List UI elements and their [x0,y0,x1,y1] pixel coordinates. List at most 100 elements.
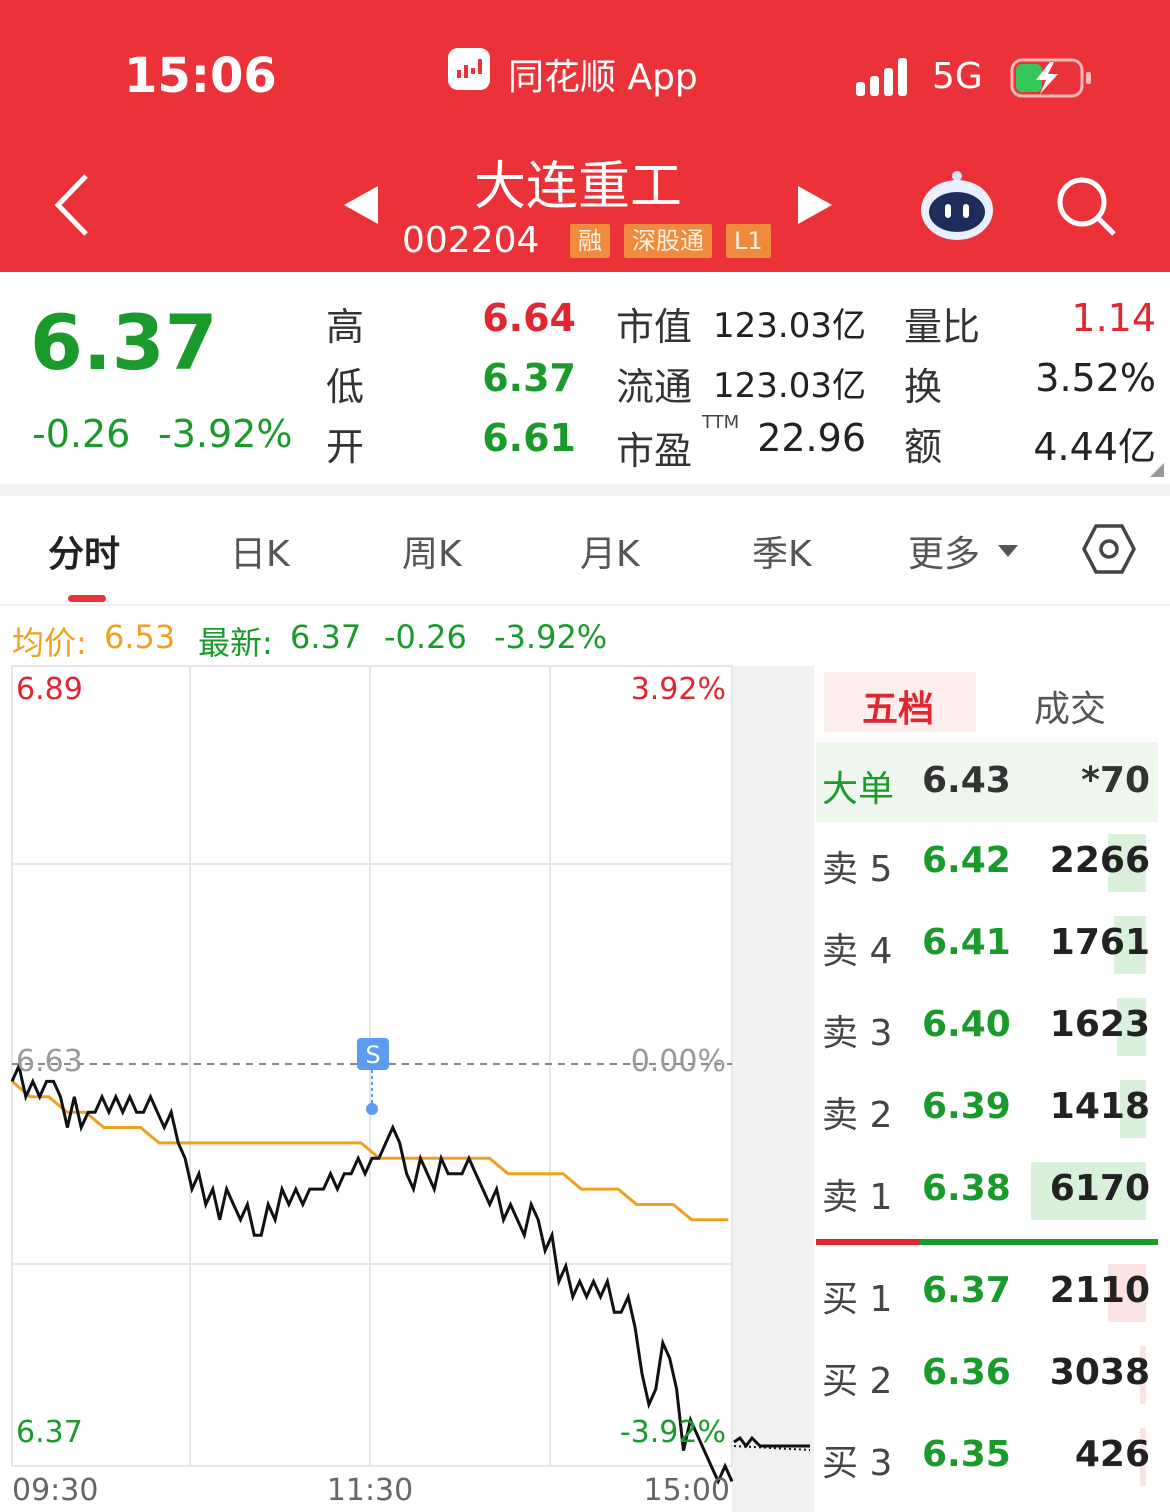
turnover-value: 3.52% [1035,356,1156,400]
pct-label-bottom: -3.92% [620,1415,726,1450]
x-label-open: 09:30 [12,1473,98,1508]
signal-marker-label: S [365,1041,380,1069]
search-icon[interactable] [1054,174,1118,242]
expand-corner-icon[interactable] [1150,462,1164,481]
tab-active-indicator [68,595,106,602]
amount-label: 额 [904,425,943,469]
after-hours-line [733,1435,810,1449]
tab-five-levels[interactable]: 五档 [862,689,935,730]
x-label-close: 15:00 [644,1473,730,1508]
app-header: 15:06 同花顺 App 5G 大连重工 002204 融 深股 [0,0,1170,272]
bid-volume-bar [1140,1428,1146,1486]
tabs-divider [0,604,1170,606]
ask-row[interactable]: 卖 5 6.42 2266 [816,824,1158,906]
x-label-midday: 11:30 [327,1473,413,1508]
pct-label-mid: 0.00% [631,1044,726,1079]
y-label-bottom: 6.37 [16,1415,83,1450]
bid-row[interactable]: 买 2 6.36 3038 [816,1336,1158,1418]
caret-down-icon [998,542,1018,561]
status-time: 15:06 [124,48,277,104]
bid-volume-bar [1108,1264,1146,1322]
avg-price-line [11,1080,729,1222]
signal-icon [856,56,916,102]
y-label-top: 6.89 [16,672,83,707]
low-label: 低 [326,365,365,409]
ask-volume-bar [1120,1080,1146,1138]
big-order-row: 大单 6.43 *70 [816,742,1158,822]
ask-row[interactable]: 卖 4 6.41 1761 [816,906,1158,988]
latest-value: 6.37 [290,618,362,656]
volume-ratio-label: 量比 [904,305,981,349]
bid-label: 买 3 [822,1443,893,1484]
tab-daily-k[interactable]: 日K [230,534,290,575]
ask-vol: 1623 [1049,1004,1150,1045]
ask-label: 卖 5 [822,849,893,890]
float-cap-label: 流通 [616,365,693,409]
tab-quarterly-k[interactable]: 季K [752,534,812,575]
settings-hex-icon[interactable] [1082,524,1136,578]
next-stock-icon[interactable] [798,186,832,228]
ask-label: 卖 2 [822,1095,893,1136]
ask-price: 6.38 [922,1168,1011,1209]
big-order-vol: *70 [1081,760,1150,801]
stock-name: 大连重工 [474,157,683,217]
bid-row[interactable]: 买 3 6.35 426 [816,1418,1158,1500]
ask-row[interactable]: 卖 1 6.38 6170 [816,1152,1158,1234]
ask-vol: 1418 [1049,1086,1150,1127]
price-change-pct: -3.92% [158,412,293,456]
ask-row[interactable]: 卖 2 6.39 1418 [816,1070,1158,1152]
app-logo-icon [448,48,490,90]
turnover-label: 换 [904,365,943,409]
signal-dot [366,1103,378,1115]
pe-ttm-sup: TTM [702,412,740,433]
avg-price-label: 均价: [12,624,87,662]
ask-label: 卖 4 [822,931,893,972]
big-order-price: 6.43 [922,760,1011,801]
big-order-label: 大单 [822,769,895,810]
market-cap-label: 市值 [616,305,693,349]
pe-label: 市盈 [616,429,693,473]
bid-row[interactable]: 买 1 6.37 2110 [816,1254,1158,1336]
bid-label: 买 1 [822,1279,893,1320]
signal-marker-badge[interactable] [357,1038,389,1070]
bid-price: 6.37 [922,1270,1011,1311]
ask-volume-bar [1117,998,1146,1056]
pe-value: 22.96 [757,416,866,460]
tab-monthly-k[interactable]: 月K [580,534,640,575]
after-hours-band [732,666,814,1512]
tab-more[interactable]: 更多 [908,534,981,575]
latest-label: 最新: [198,624,273,662]
app-name: 同花顺 App [508,57,698,98]
ask-vol: 2266 [1049,840,1150,881]
ask-volume-bar [1114,916,1146,974]
network-type: 5G [932,56,983,97]
tag-sz-connect: 深股通 [624,224,712,258]
price-change: -0.26 [32,412,131,456]
ask-price: 6.40 [922,1004,1011,1045]
bid-price: 6.36 [922,1352,1011,1393]
robot-assistant-icon[interactable] [918,168,996,246]
avg-price-value: 6.53 [104,618,176,656]
prev-stock-icon[interactable] [344,186,378,228]
y-label-mid: 6.63 [16,1044,83,1079]
tab-trades[interactable]: 成交 [1034,689,1107,730]
ask-row[interactable]: 卖 3 6.40 1623 [816,988,1158,1070]
spread-divider-red [816,1239,920,1245]
volume-ratio-value: 1.14 [1071,296,1156,340]
back-icon[interactable] [50,172,94,242]
battery-icon [1010,58,1092,102]
price-line [10,1061,734,1486]
open-value: 6.61 [482,416,576,460]
intraday-chart[interactable]: S 6.89 6.63 6.37 3.92% 0.00% -3.92% 09:3… [0,664,816,1512]
ask-label: 卖 3 [822,1013,893,1054]
ask-volume-bar [1031,1162,1146,1220]
current-price: 6.37 [30,298,218,387]
tab-intraday[interactable]: 分时 [48,534,121,575]
open-label: 开 [326,425,365,469]
tab-weekly-k[interactable]: 周K [402,534,462,575]
ask-volume-bar [1108,834,1146,892]
section-divider [0,484,1170,496]
ask-label: 卖 1 [822,1177,893,1218]
high-label: 高 [326,305,365,349]
float-cap-value: 123.03亿 [713,366,866,406]
